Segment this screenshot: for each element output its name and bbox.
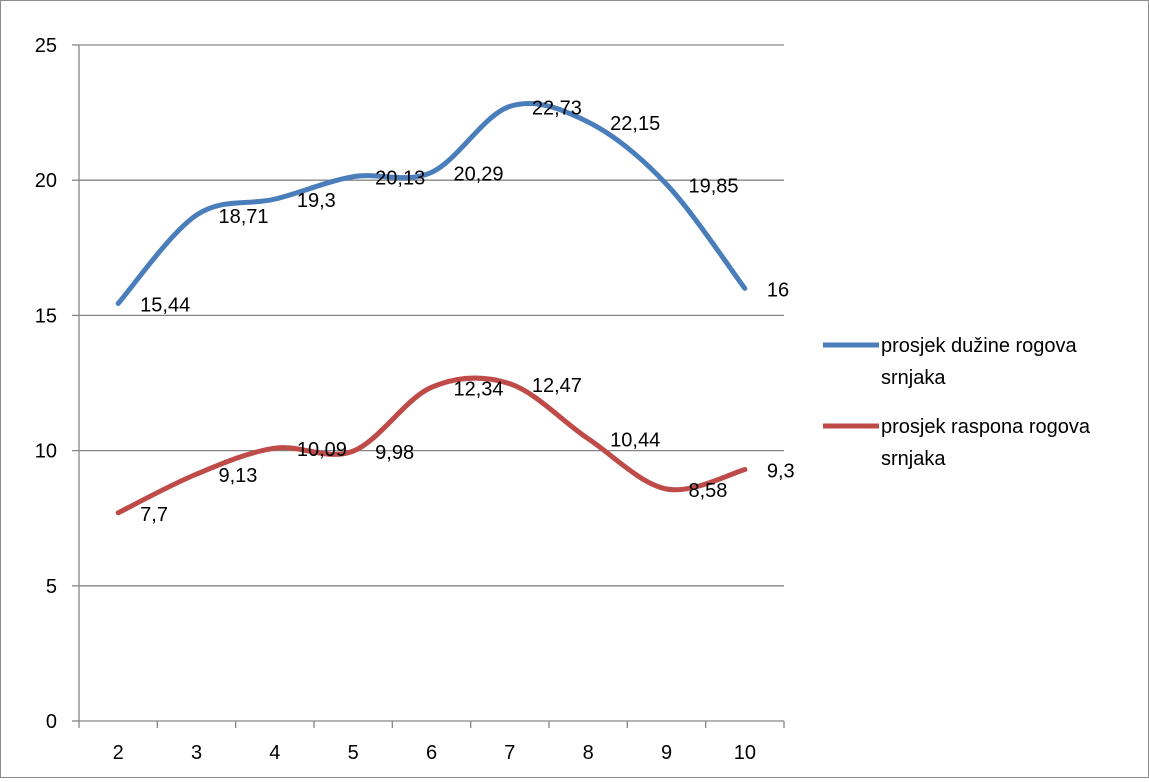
x-tick-label: 3	[191, 742, 202, 764]
x-tick-label: 4	[269, 742, 280, 764]
x-tick-label: 7	[504, 742, 515, 764]
series-line-2	[115, 375, 748, 516]
data-labels: 15,44 18,71 19,3 20,13 20,29 22,73 22,15 19,85 1…	[140, 97, 794, 525]
data-label: 7,7	[140, 504, 168, 526]
legend: prosjek dužine rogova srnjaka prosjek rasp…	[823, 335, 1091, 470]
x-tick-label: 6	[426, 742, 437, 764]
series-lines	[115, 101, 748, 516]
legend-label: prosjek dužine rogova	[881, 335, 1078, 357]
data-label: 9,3	[767, 461, 795, 483]
y-tick-label: 5	[46, 576, 57, 598]
data-label: 19,3	[297, 190, 336, 212]
y-tick-label: 15	[35, 305, 57, 327]
legend-label: srnjaka	[881, 367, 946, 389]
legend-label: prosjek raspona rogova	[881, 416, 1091, 438]
x-tick-label: 2	[113, 742, 124, 764]
data-label: 10,09	[297, 439, 347, 461]
data-label: 10,44	[610, 430, 660, 452]
x-tick-label: 10	[734, 742, 756, 764]
series-line-1	[115, 101, 748, 307]
data-label: 18,71	[219, 206, 269, 228]
data-label: 22,15	[610, 113, 660, 135]
data-label: 20,13	[375, 168, 425, 190]
data-label: 9,98	[375, 442, 414, 464]
data-label: 12,47	[532, 375, 582, 397]
y-tick-label: 20	[35, 170, 57, 192]
y-tick-label: 10	[35, 441, 57, 463]
legend-label: srnjaka	[881, 448, 946, 470]
gridlines	[79, 44, 784, 587]
data-label: 16	[767, 279, 789, 301]
data-label: 15,44	[140, 295, 190, 317]
data-label: 22,73	[532, 97, 582, 119]
y-tick-label: 25	[35, 35, 57, 57]
data-label: 12,34	[454, 378, 504, 400]
x-tick-label: 8	[583, 742, 594, 764]
data-label: 9,13	[219, 465, 258, 487]
data-label: 20,29	[454, 163, 504, 185]
x-tick-label: 5	[348, 742, 359, 764]
axes: 0 5 10 15 20 25 2 3 4 5 6 7 8 9 10	[35, 35, 785, 764]
x-tick-label: 9	[661, 742, 672, 764]
data-label: 8,58	[689, 480, 728, 502]
y-tick-label: 0	[46, 711, 57, 733]
data-label: 19,85	[689, 175, 739, 197]
